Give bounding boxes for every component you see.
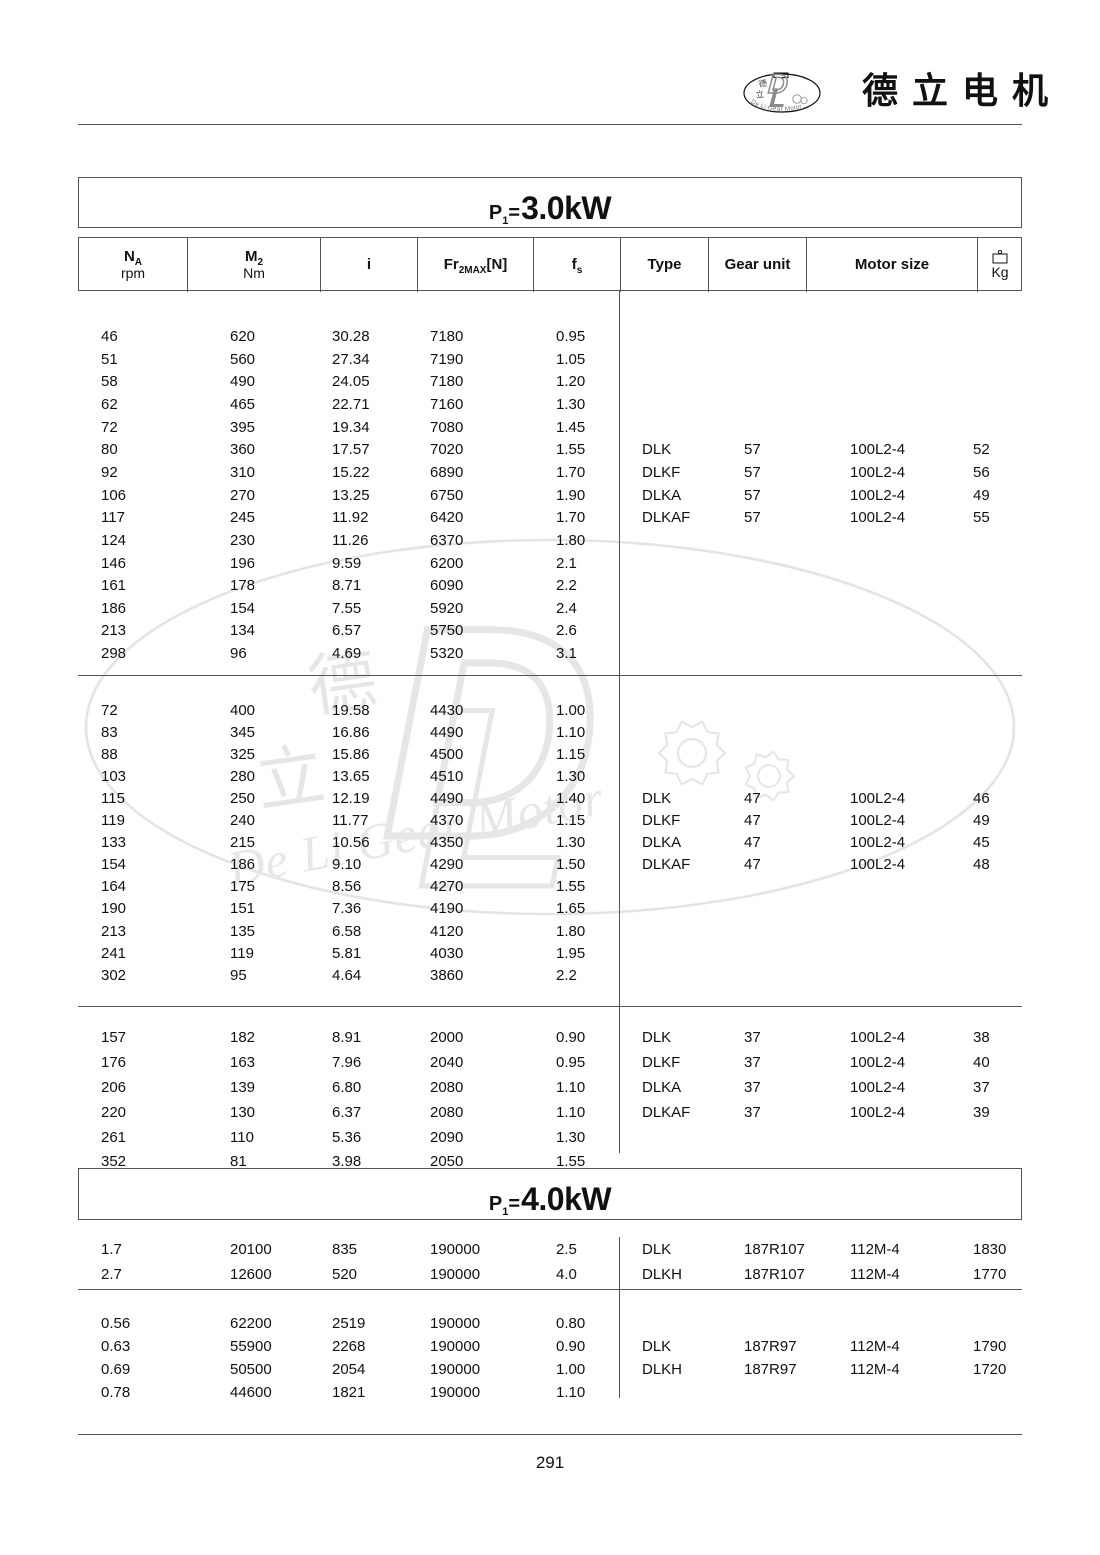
svg-text:德: 德: [758, 78, 768, 89]
svg-text:立: 立: [252, 736, 330, 821]
svg-text:立: 立: [755, 89, 765, 100]
